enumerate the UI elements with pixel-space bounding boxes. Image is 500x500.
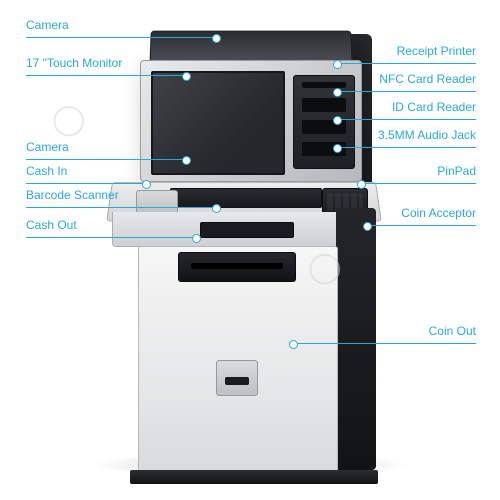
callout-cash_out: Cash Out xyxy=(26,222,77,236)
callout-leader xyxy=(26,237,200,238)
callout-coin_out: Coin Out xyxy=(429,328,476,342)
callout-leader xyxy=(358,183,476,184)
callout-leader xyxy=(364,225,476,226)
barcode-scanner-slot xyxy=(200,222,294,238)
callout-camera_mid: Camera xyxy=(26,144,69,158)
callout-leader xyxy=(290,343,476,344)
kiosk-body-side xyxy=(336,208,376,470)
callout-label: Camera xyxy=(26,140,69,154)
kiosk-illustration xyxy=(130,30,370,480)
callout-leader xyxy=(26,75,190,76)
callout-touch_monitor: 17 "Touch Monitor xyxy=(26,60,122,74)
shelf-recess xyxy=(170,188,322,208)
callout-label: 3.5MM Audio Jack xyxy=(378,128,476,142)
cash-out-module xyxy=(178,252,296,282)
callout-label: ID Card Reader xyxy=(392,100,476,114)
callout-label: 17 "Touch Monitor xyxy=(26,56,122,70)
receipt-printer-slot xyxy=(302,82,346,88)
watermark-icon: ◯ xyxy=(52,102,87,137)
callout-receipt_printer: Receipt Printer xyxy=(397,48,476,62)
callout-leader xyxy=(334,63,476,64)
callout-label: Coin Acceptor xyxy=(401,206,476,220)
callout-label: Coin Out xyxy=(429,324,476,338)
callout-label: Cash Out xyxy=(26,218,77,232)
callout-label: Cash In xyxy=(26,164,67,178)
callout-pinpad: PinPad xyxy=(437,168,476,182)
callout-label: Camera xyxy=(26,18,69,32)
callout-barcode_scanner: Barcode Scanner xyxy=(26,192,119,206)
callout-label: Receipt Printer xyxy=(397,44,476,58)
callout-id_reader: ID Card Reader xyxy=(392,104,476,118)
callout-label: PinPad xyxy=(437,164,476,178)
callout-nfc_reader: NFC Card Reader xyxy=(379,76,476,90)
callout-leader xyxy=(334,91,476,92)
callout-leader xyxy=(26,207,220,208)
callout-camera_top: Camera xyxy=(26,22,69,36)
coin-out-module xyxy=(216,360,258,396)
callout-coin_acceptor: Coin Acceptor xyxy=(401,210,476,224)
side-reader-panel xyxy=(293,75,355,169)
callout-audio_jack: 3.5MM Audio Jack xyxy=(378,132,476,146)
callout-label: Barcode Scanner xyxy=(26,188,119,202)
cash-in-module xyxy=(136,190,178,214)
callout-leader xyxy=(26,37,220,38)
callout-leader xyxy=(334,119,476,120)
callout-leader xyxy=(26,159,190,160)
nfc-reader-slot xyxy=(302,98,346,112)
diagram-stage: ◯ ◯ Camera17 "Touch MonitorCameraCash In… xyxy=(0,0,500,500)
kiosk-base xyxy=(130,470,378,484)
callout-leader xyxy=(334,147,476,148)
callout-leader xyxy=(26,183,150,184)
callout-label: NFC Card Reader xyxy=(379,72,476,86)
kiosk-bezel xyxy=(140,60,362,182)
callout-cash_in: Cash In xyxy=(26,168,67,182)
